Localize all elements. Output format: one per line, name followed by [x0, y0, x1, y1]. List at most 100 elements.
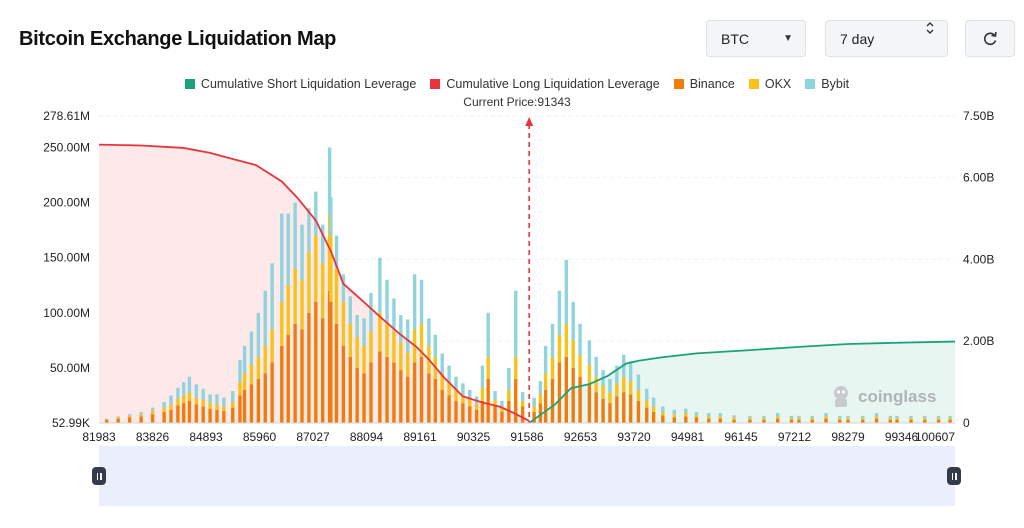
bar-binance	[249, 384, 254, 423]
bar-bybit	[169, 395, 173, 405]
bar-okx	[888, 418, 893, 420]
legend-label: Cumulative Long Liquidation Leverage	[446, 77, 660, 91]
bar-binance	[201, 406, 205, 423]
bar-okx	[270, 329, 274, 363]
bar-okx	[348, 323, 352, 357]
x-axis-tick-label: 100607	[915, 430, 955, 444]
zoom-slider-right-handle[interactable]	[947, 467, 961, 485]
legend-item-long[interactable]: Cumulative Long Liquidation Leverage	[430, 77, 660, 91]
refresh-button[interactable]	[965, 20, 1015, 57]
zoom-slider-track[interactable]	[99, 446, 955, 506]
bar-bybit	[824, 413, 828, 417]
bar-bybit	[661, 406, 665, 412]
bar-bybit	[150, 407, 155, 411]
legend-item-binance[interactable]: Binance	[673, 77, 735, 91]
bar-binance	[127, 417, 132, 423]
bar-binance	[651, 411, 656, 423]
x-axis-tick-label: 99346	[885, 430, 919, 444]
right-axis-tick-label: 2.00B	[963, 334, 994, 348]
bar-binance	[895, 419, 899, 423]
bar-bybit	[615, 365, 619, 384]
bar-binance	[493, 406, 497, 423]
bar-okx	[385, 323, 389, 357]
x-axis-tick-label: 93720	[617, 430, 651, 444]
bar-binance	[874, 418, 879, 423]
legend-swatch	[805, 79, 816, 89]
bar-bybit	[447, 365, 451, 383]
bar-okx	[369, 331, 373, 363]
bar-bybit	[104, 418, 109, 420]
bar-bybit	[762, 415, 766, 419]
bar-okx	[645, 399, 649, 408]
bar-binance	[948, 419, 952, 423]
bar-binance	[222, 410, 226, 423]
legend-swatch	[430, 79, 441, 89]
bar-okx	[608, 392, 612, 404]
legend-label: OKX	[764, 77, 792, 91]
bar-binance	[187, 400, 192, 423]
bar-binance	[392, 362, 396, 423]
bar-bybit	[355, 315, 359, 338]
bar-binance	[433, 378, 438, 423]
legend-item-short[interactable]: Cumulative Short Liquidation Leverage	[184, 77, 416, 91]
bar-binance	[355, 367, 359, 423]
bar-bybit	[378, 257, 382, 313]
bar-binance	[608, 403, 612, 423]
bar-okx	[578, 354, 582, 377]
bar-bybit	[748, 415, 752, 419]
legend-item-bybit[interactable]: Bybit	[805, 77, 849, 91]
bar-binance	[242, 389, 247, 423]
bar-bybit	[543, 345, 548, 374]
bar-binance	[419, 356, 424, 423]
bar-okx	[532, 406, 536, 412]
bar-binance	[369, 362, 373, 423]
bar-bybit	[493, 391, 497, 400]
bar-okx	[222, 406, 226, 411]
bar-okx	[824, 416, 828, 419]
period-select[interactable]: 7 day	[825, 20, 948, 57]
bar-bybit	[507, 367, 511, 390]
bar-binance	[480, 400, 485, 423]
coin-select[interactable]: BTC ▼	[706, 20, 806, 57]
bar-binance	[861, 419, 865, 423]
bar-bybit	[895, 415, 899, 419]
bar-bybit	[557, 290, 562, 335]
bar-okx	[187, 392, 192, 401]
bar-binance	[474, 409, 479, 423]
bar-bybit	[116, 416, 120, 418]
bar-bybit	[406, 319, 410, 353]
x-axis-tick-label: 94981	[671, 430, 705, 444]
bar-bybit	[936, 415, 941, 419]
bar-binance	[238, 395, 242, 423]
zoom-slider-left-handle[interactable]	[92, 467, 106, 485]
legend-item-okx[interactable]: OKX	[748, 77, 792, 91]
bar-binance	[286, 334, 290, 423]
bar-okx	[500, 407, 504, 412]
bar-binance	[732, 419, 736, 423]
bar-bybit	[433, 334, 438, 357]
bar-bybit	[392, 298, 396, 332]
bar-okx	[797, 418, 801, 420]
bar-okx	[480, 387, 485, 401]
bar-bybit	[334, 235, 339, 269]
bar-okx	[406, 352, 410, 377]
bar-okx	[486, 356, 490, 379]
bar-okx	[895, 418, 899, 420]
bar-okx	[718, 416, 722, 419]
bar-bybit	[810, 415, 814, 419]
bar-okx	[587, 364, 592, 385]
bar-bybit	[329, 197, 333, 236]
bar-okx	[732, 417, 736, 420]
chart-legend: Cumulative Short Liquidation Leverage Cu…	[0, 77, 1024, 91]
bar-okx	[116, 417, 120, 419]
bar-binance	[300, 329, 304, 423]
x-axis-tick-label: 88094	[350, 430, 384, 444]
bar-binance	[615, 396, 619, 423]
bar-bybit	[399, 315, 403, 343]
bar-bybit	[327, 147, 332, 214]
bar-bybit	[139, 411, 143, 415]
bar-binance	[776, 418, 780, 423]
bar-okx	[293, 268, 297, 324]
bar-bybit	[707, 413, 711, 417]
bar-binance	[718, 418, 722, 423]
